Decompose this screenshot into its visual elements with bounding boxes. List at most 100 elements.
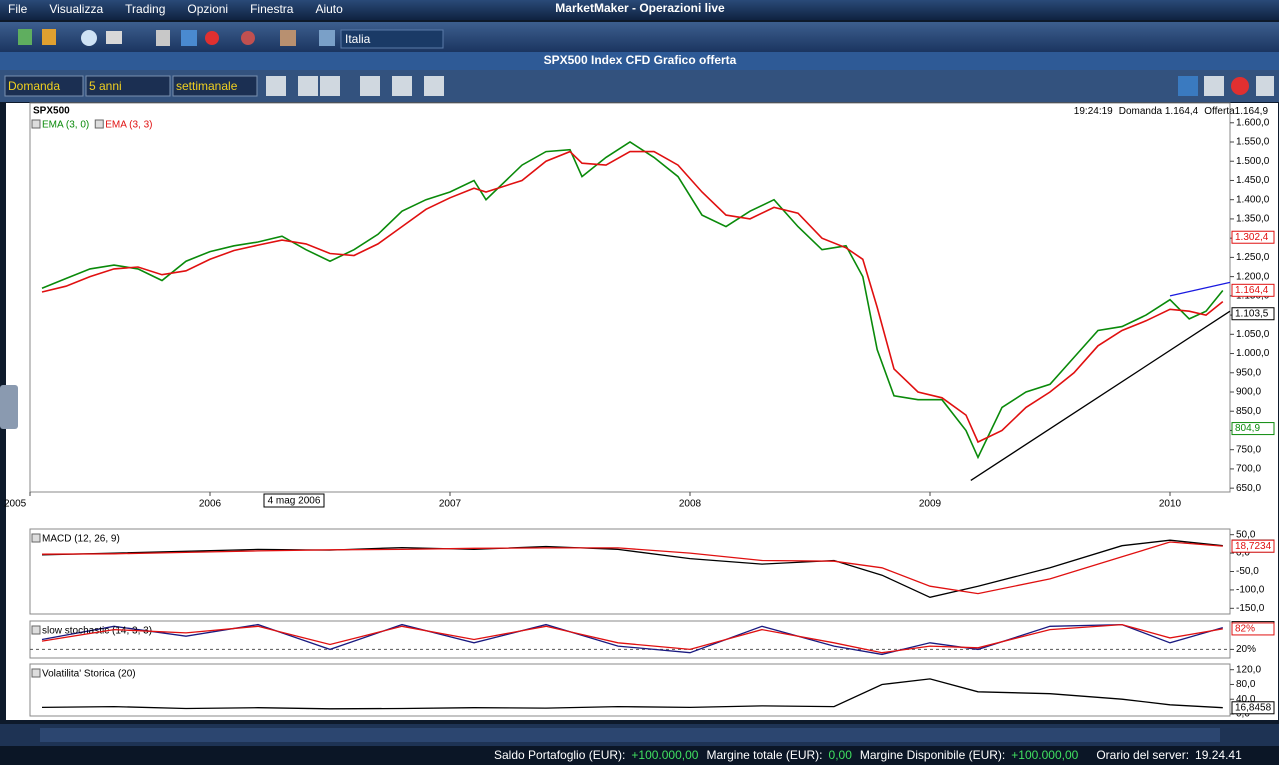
- last-value-label: 16,8458: [1235, 702, 1272, 713]
- quote-ask: Offerta1.164,9: [1204, 106, 1268, 117]
- toolbar-icon[interactable]: [205, 31, 219, 45]
- chart-tool[interactable]: [392, 76, 412, 96]
- x-tick-label: 2009: [919, 499, 942, 510]
- y-tick-label: -100,0: [1236, 585, 1265, 596]
- plot-frame: [29, 620, 1231, 659]
- y-tick-label: 20%: [1236, 644, 1256, 655]
- chart-control[interactable]: [4, 75, 84, 97]
- y-tick-label: 1.250,0: [1236, 252, 1270, 263]
- x-tick-label: 2006: [199, 499, 222, 510]
- last-value-box: [1231, 230, 1275, 244]
- y-tick-label: 1.350,0: [1236, 214, 1270, 225]
- toolbar-icon[interactable]: [81, 30, 97, 46]
- last-value-label: 18,7234: [1235, 541, 1272, 552]
- server-time-label: Orario del server:: [1096, 748, 1189, 762]
- y-tick-label: 900,0: [1236, 387, 1261, 398]
- y-tick-label: 950,0: [1236, 367, 1261, 378]
- y-tick-label: 80,0: [1236, 679, 1256, 690]
- chart-window-title: SPX500 Index CFD Grafico offerta: [544, 53, 737, 67]
- last-value-label: 1.302,4: [1235, 232, 1269, 243]
- y-tick-label: 1.050,0: [1236, 329, 1270, 340]
- chart-window-header: [0, 52, 1279, 70]
- status-value: +100.000,00: [1011, 748, 1078, 762]
- last-value-box: [1231, 283, 1275, 297]
- series-line: [41, 623, 1223, 654]
- chart-tool[interactable]: [360, 76, 380, 96]
- chart-tool[interactable]: [1204, 76, 1224, 96]
- menu-item[interactable]: Trading: [125, 2, 165, 16]
- quote-bid: Domanda 1.164,4: [1119, 106, 1199, 117]
- last-value-label: 82%: [1235, 624, 1255, 635]
- series-line: [41, 150, 1224, 444]
- chart-tool[interactable]: [320, 76, 340, 96]
- toolbar-icon[interactable]: [181, 30, 197, 46]
- menu-item[interactable]: File: [8, 2, 28, 16]
- chart-tool[interactable]: [424, 76, 444, 96]
- chart-control[interactable]: [85, 75, 171, 97]
- chart-control[interactable]: [172, 75, 258, 97]
- legend-close[interactable]: [31, 119, 41, 129]
- series-line: [41, 541, 1223, 595]
- market-select-text: Italia: [345, 32, 371, 46]
- y-tick-label: 1.500,0: [1236, 156, 1270, 167]
- legend-close[interactable]: [31, 625, 41, 635]
- chart-tool[interactable]: [266, 76, 286, 96]
- quote-info: 19:24:19 Domanda 1.164,4 Offerta1.164,9: [1074, 106, 1269, 117]
- legend-close[interactable]: [31, 668, 41, 678]
- toolbar-icon[interactable]: [106, 31, 122, 44]
- toolbar-icon[interactable]: [18, 29, 32, 45]
- scroll-track[interactable]: [40, 728, 1220, 742]
- last-value-box: [1231, 307, 1275, 321]
- y-tick-label: 750,0: [1236, 444, 1261, 455]
- toolbar-icon[interactable]: [42, 29, 56, 45]
- status-label: Margine totale (EUR):: [706, 748, 822, 762]
- server-time: 19.24.41: [1195, 748, 1242, 762]
- last-value-box: [1231, 422, 1275, 436]
- menu-bar: [0, 0, 1279, 20]
- status-value: +100.000,00: [631, 748, 698, 762]
- chart-symbol: SPX500: [33, 106, 70, 117]
- chart-tool[interactable]: [1256, 76, 1274, 96]
- series-line: [41, 678, 1223, 710]
- last-value-label: 1.103,5: [1235, 308, 1269, 319]
- y-tick-label: -50,0: [1236, 566, 1259, 577]
- quote-time: 19:24:19: [1074, 106, 1113, 117]
- status-value: 0,00: [829, 748, 853, 762]
- series-line: [41, 141, 1224, 460]
- x-tick-label: 2008: [679, 499, 702, 510]
- toolbar-icon[interactable]: [241, 31, 255, 45]
- chart-tool[interactable]: [1231, 77, 1249, 95]
- menu-item[interactable]: Visualizza: [49, 2, 103, 16]
- legend-entry: EMA (3, 3): [105, 120, 152, 131]
- x-tick-label: 2010: [1159, 499, 1182, 510]
- y-tick-label: 1.600,0: [1236, 117, 1270, 128]
- trend-line: [1169, 281, 1231, 297]
- status-bar: [0, 746, 1279, 765]
- menu-item[interactable]: Finestra: [250, 2, 294, 16]
- annotation-box: [263, 493, 325, 508]
- y-tick-label: -150,0: [1236, 603, 1265, 614]
- side-handle[interactable]: [0, 385, 18, 429]
- legend-close[interactable]: [31, 533, 41, 543]
- toolbar-icon[interactable]: [156, 30, 170, 46]
- last-value-label: 1.164,4: [1235, 285, 1269, 296]
- status-label: Saldo Portafoglio (EUR):: [494, 748, 625, 762]
- dynamic-layer: File Visualizza Trading Opzioni Finestra Aiut…: [4, 2, 1275, 762]
- y-tick-label: 1.200,0: [1236, 271, 1270, 282]
- legend-entry: Volatilita' Storica (20): [42, 669, 136, 680]
- last-value-box: [1231, 622, 1275, 636]
- market-select[interactable]: [340, 29, 444, 49]
- series-line: [41, 623, 1223, 656]
- y-tick-label: 1.000,0: [1236, 348, 1270, 359]
- y-tick-label: 1.450,0: [1236, 175, 1270, 186]
- y-tick-label: 650,0: [1236, 483, 1261, 494]
- y-tick-label: 1.400,0: [1236, 194, 1270, 205]
- legend-close[interactable]: [94, 119, 104, 129]
- chart-tool[interactable]: [298, 76, 318, 96]
- chart-tool[interactable]: [1178, 76, 1198, 96]
- menu-item[interactable]: Opzioni: [187, 2, 228, 16]
- x-tick-label: 2007: [439, 499, 462, 510]
- menu-item[interactable]: Aiuto: [315, 2, 343, 16]
- toolbar-icon[interactable]: [280, 30, 296, 46]
- toolbar-icon[interactable]: [319, 30, 335, 46]
